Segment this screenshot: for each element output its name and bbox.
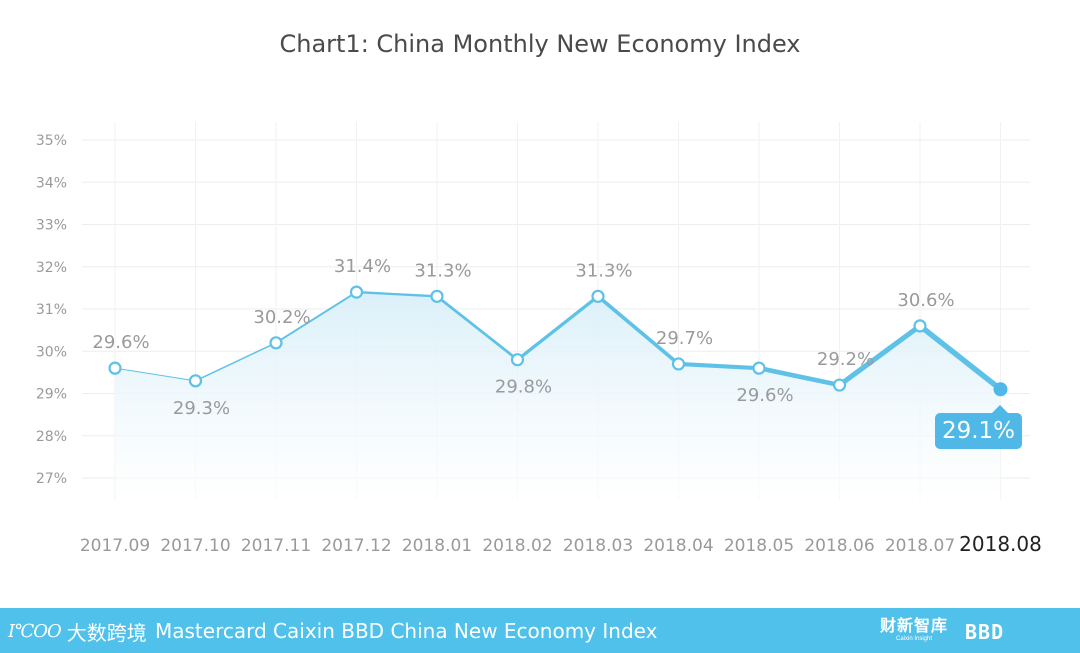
x-axis-ticks: 2017.09 2017.10 2017.11 2017.12 2018.01 2018.…	[80, 532, 1042, 556]
y-tick-label: 31%	[36, 302, 67, 318]
data-point	[349, 285, 364, 299]
x-tick-label: 2018.03	[563, 536, 633, 556]
caixin-logo: 财新智库 Caixin Insight	[880, 618, 948, 643]
data-point	[108, 361, 122, 375]
data-label: 30.2%	[253, 307, 310, 328]
x-tick-label: 2018.05	[724, 536, 794, 556]
bbd-logo: BBD	[965, 620, 1005, 644]
x-tick-label: 2018.07	[885, 536, 955, 556]
data-point	[269, 336, 283, 350]
y-tick-label: 33%	[36, 218, 67, 234]
y-axis-ticks: 27% 28% 29% 30% 31% 32% 33% 34% 35%	[36, 133, 67, 487]
data-point	[591, 289, 605, 303]
y-tick-label: 30%	[36, 344, 67, 360]
data-label: 29.3%	[173, 398, 230, 419]
y-tick-label: 34%	[36, 175, 67, 191]
data-labels: 29.6% 29.3% 30.2% 31.4% 31.3% 29.8% 31.3% 29.7%…	[92, 256, 954, 419]
data-label: 29.6%	[92, 332, 149, 353]
y-tick-label: 32%	[36, 260, 67, 276]
footer-brand-text: Mastercard Caixin BBD China New Economy …	[155, 619, 658, 643]
left-logo-mark: Ⅰ℃OO	[8, 620, 62, 642]
line-segment	[275, 291, 358, 344]
data-point	[188, 374, 203, 388]
line-segment	[355, 290, 439, 298]
data-label: 30.6%	[897, 290, 954, 311]
last-value-callout: 29.1%	[935, 405, 1022, 449]
caixin-logo-en: Caixin Insight	[895, 636, 933, 642]
y-tick-label: 29%	[36, 387, 67, 403]
line-segment	[114, 367, 196, 382]
data-point	[913, 319, 927, 333]
data-label: 31.3%	[414, 260, 471, 281]
footer-bar: Ⅰ℃OO 大数跨境 Mastercard Caixin BBD China Ne…	[0, 608, 1080, 653]
y-tick-label: 27%	[36, 471, 67, 487]
y-tick-label: 28%	[36, 429, 67, 445]
data-label: 31.4%	[334, 256, 391, 277]
line-segment	[836, 323, 923, 388]
line-segment	[917, 323, 1004, 393]
series-area	[115, 292, 1001, 500]
x-tick-label: 2017.12	[321, 536, 391, 556]
line-segment	[596, 294, 681, 366]
data-points	[108, 285, 1008, 397]
x-tick-label: 2018.01	[402, 536, 472, 556]
data-point	[430, 289, 444, 303]
data-point	[671, 357, 686, 371]
x-tick-label: 2017.09	[80, 536, 150, 556]
data-label: 29.7%	[656, 328, 713, 349]
data-point	[832, 378, 847, 392]
caixin-logo-cn: 财新智库	[880, 618, 949, 635]
line-segment	[435, 294, 519, 362]
x-tick-label: 2018.08	[959, 532, 1042, 556]
x-tick-label: 2018.04	[643, 536, 713, 556]
data-point	[510, 353, 525, 367]
data-label: 31.3%	[575, 260, 632, 281]
chart-title: Chart1: China Monthly New Economy Index	[279, 30, 801, 58]
x-tick-label: 2018.02	[482, 536, 552, 556]
line-segment	[194, 342, 277, 382]
data-point	[752, 361, 766, 375]
line-segment	[676, 361, 762, 371]
left-logo-text: 大数跨境	[66, 620, 147, 645]
series-line	[114, 290, 1004, 393]
x-tick-label: 2018.06	[804, 536, 874, 556]
data-point-highlight	[993, 382, 1008, 397]
data-label: 29.6%	[736, 385, 793, 406]
x-tick-label: 2017.11	[241, 536, 311, 556]
line-segment	[756, 365, 842, 388]
line-chart: 27%28%29%30%31%32%33%34%35% 2017.09 2017.…	[36, 122, 1042, 556]
data-label: 29.2%	[817, 349, 874, 370]
y-tick-label: 35%	[36, 133, 67, 149]
line-segment	[515, 294, 600, 362]
left-logo: Ⅰ℃OO 大数跨境	[8, 616, 147, 646]
x-tick-label: 2017.10	[160, 536, 230, 556]
data-label: 29.8%	[495, 377, 552, 398]
